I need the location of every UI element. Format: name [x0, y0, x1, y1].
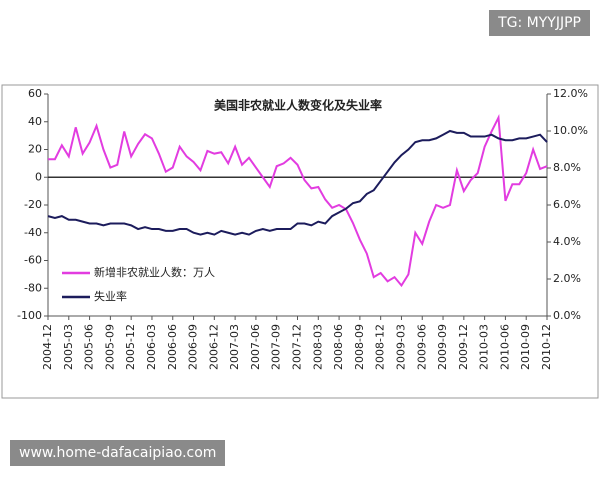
- x-tick-label: 2005-06: [83, 324, 96, 370]
- y-tick-label: -40: [24, 226, 42, 239]
- x-tick-label: 2008-03: [311, 324, 324, 370]
- y2-tick-label: 10.0%: [553, 124, 588, 137]
- y2-tick-label: 0.0%: [553, 309, 581, 322]
- x-tick-label: 2006-12: [207, 324, 220, 370]
- site-overlay: www.home-dafacaipiao.com: [10, 440, 226, 466]
- x-tick-label: 2006-06: [166, 324, 179, 370]
- x-tick-label: 2005-03: [62, 324, 75, 370]
- x-tick-label: 2010-12: [540, 324, 553, 370]
- y2-tick-label: 6.0%: [553, 198, 581, 211]
- x-tick-label: 2006-09: [187, 324, 200, 370]
- y2-tick-label: 2.0%: [553, 272, 581, 285]
- x-tick-label: 2009-06: [415, 324, 428, 370]
- tag-overlay: TG: MYYJJPP: [489, 10, 590, 36]
- x-tick-label: 2009-09: [436, 324, 449, 370]
- x-tick-label: 2007-06: [249, 324, 262, 370]
- y-tick-label: -100: [17, 309, 42, 322]
- x-tick-label: 2008-09: [353, 324, 366, 370]
- x-tick-label: 2006-03: [145, 324, 158, 370]
- y2-tick-label: 12.0%: [553, 87, 588, 100]
- y-tick-label: 20: [28, 143, 42, 156]
- x-tick-label: 2007-12: [291, 324, 304, 370]
- x-tick-label: 2007-03: [228, 324, 241, 370]
- y-tick-label: -20: [24, 198, 42, 211]
- x-tick-label: 2005-12: [124, 324, 137, 370]
- x-tick-label: 2010-09: [519, 324, 532, 370]
- x-tick-label: 2005-09: [103, 324, 116, 370]
- legend-label: 新增非农就业人数：万人: [94, 265, 215, 279]
- x-tick-label: 2008-06: [332, 324, 345, 370]
- x-tick-label: 2008-12: [374, 324, 387, 370]
- series-line: [48, 113, 548, 288]
- y-tick-label: 60: [28, 87, 42, 100]
- y-tick-label: -60: [24, 254, 42, 267]
- x-tick-label: 2010-03: [478, 324, 491, 370]
- y2-tick-label: 8.0%: [553, 161, 581, 174]
- y2-tick-label: 4.0%: [553, 235, 581, 248]
- y-tick-label: 0: [35, 170, 42, 183]
- x-tick-label: 2009-03: [394, 324, 407, 370]
- x-tick-label: 2009-12: [457, 324, 470, 370]
- x-tick-label: 2010-06: [498, 324, 511, 370]
- x-tick-label: 2007-09: [270, 324, 283, 370]
- chart-frame: [1, 84, 599, 399]
- series-line: [47, 129, 548, 236]
- x-tick-label: 2004-12: [41, 324, 54, 370]
- y-tick-label: -80: [24, 281, 42, 294]
- legend-label: 失业率: [94, 289, 127, 303]
- y-tick-label: 40: [28, 115, 42, 128]
- chart-title: 美国非农就业人数变化及失业率: [214, 98, 382, 113]
